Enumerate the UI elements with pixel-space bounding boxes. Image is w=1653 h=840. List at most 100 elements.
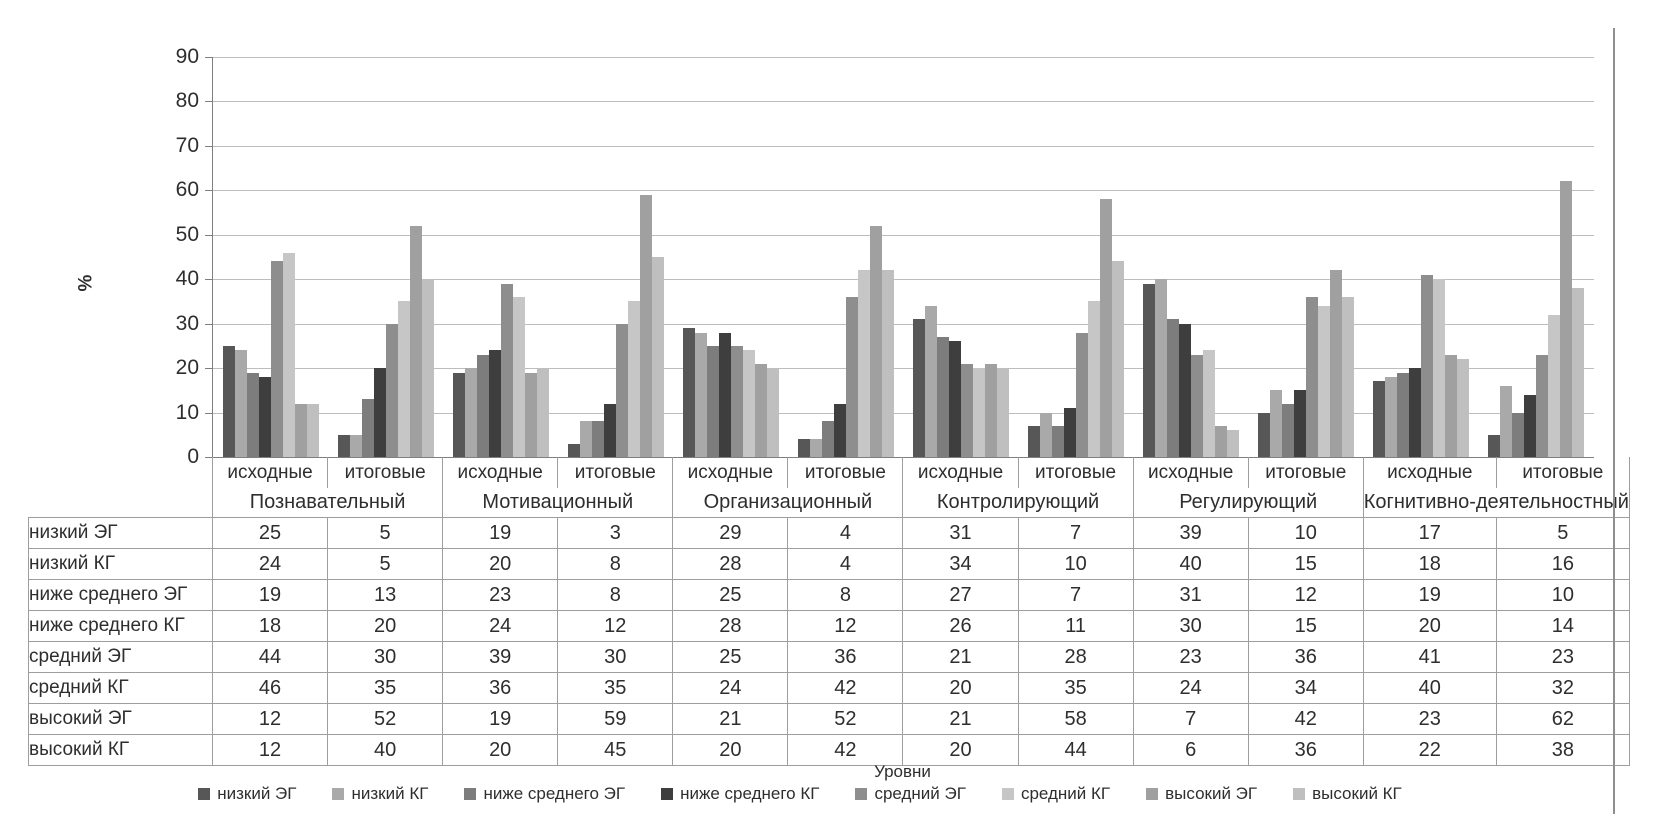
gridline-80: [213, 101, 1594, 103]
legend-swatch-icon: [1293, 788, 1306, 800]
bar-средний ЭГ: [845, 297, 858, 457]
bar-ниже среднего КГ: [1294, 390, 1307, 457]
chart-legend: низкий ЭГ низкий КГ ниже среднего ЭГ ниже с…: [40, 784, 1560, 804]
bar-group-5: [673, 57, 788, 457]
bar-ниже среднего КГ: [603, 403, 616, 457]
table-value: 12: [211, 734, 329, 766]
bar-высокий ЭГ: [869, 225, 882, 457]
table-value: 23: [442, 579, 559, 611]
bar-ниже среднего КГ: [258, 377, 271, 457]
table-value: 16: [1495, 548, 1630, 580]
bar-group-9: [1134, 57, 1249, 457]
bar-средний ЭГ: [961, 363, 974, 457]
table-value: 21: [672, 703, 789, 735]
table-value: 36: [1247, 734, 1364, 766]
table-value: 58: [1017, 703, 1134, 735]
bar-средний КГ: [627, 301, 640, 457]
bar-средний КГ: [1088, 301, 1101, 457]
legend-swatch-icon: [661, 788, 674, 800]
table-value: 32: [1495, 672, 1630, 704]
legend-item: низкий КГ: [332, 784, 428, 804]
table-value: 7: [1017, 517, 1134, 549]
legend-label: высокий КГ: [1312, 784, 1402, 803]
bar-низкий ЭГ: [1488, 434, 1501, 457]
bar-средний КГ: [397, 301, 410, 457]
table-value: 59: [557, 703, 674, 735]
bar-group-7: [904, 57, 1019, 457]
table-value: 40: [1362, 672, 1497, 704]
bar-средний КГ: [1318, 305, 1331, 457]
bar-ниже среднего ЭГ: [937, 337, 950, 457]
bar-высокий КГ: [1457, 359, 1470, 457]
table-value: 29: [672, 517, 789, 549]
bar-высокий ЭГ: [985, 363, 998, 457]
category-label: Когнитивно-деятельностный: [1362, 488, 1630, 518]
table-value: 28: [1017, 641, 1134, 673]
table-value: 24: [1132, 672, 1249, 704]
bar-ниже среднего КГ: [1179, 323, 1192, 457]
table-row: низкий ЭГ 25 5 19 3 29 4 31 7 39 10 17 5: [28, 517, 1630, 549]
table-value: 19: [442, 703, 559, 735]
x-axis-title: Уровни: [874, 762, 931, 781]
bar-высокий ЭГ: [409, 225, 422, 457]
table-value: 20: [902, 672, 1019, 704]
table-value: 8: [557, 548, 674, 580]
table-value: 20: [327, 610, 444, 642]
category-label: Мотивационный: [442, 488, 674, 518]
x-tick-label: итоговые: [1247, 457, 1364, 488]
row-label: низкий КГ: [28, 548, 213, 580]
table-value: 8: [787, 579, 904, 611]
table-value: 12: [557, 610, 674, 642]
row-label: высокий КГ: [28, 734, 213, 766]
y-tick: [205, 101, 212, 103]
table-value: 11: [1017, 610, 1134, 642]
x-tick-label: итоговые: [1495, 457, 1630, 488]
legend-label: ниже среднего ЭГ: [483, 784, 626, 803]
data-table: исходные итоговые исходные итоговые исходные…: [28, 457, 1630, 766]
bar-group-6: [788, 57, 903, 457]
legend-swatch-icon: [464, 788, 477, 800]
table-value: 20: [672, 734, 789, 766]
legend-item: высокий КГ: [1293, 784, 1402, 804]
bar-низкий КГ: [1040, 412, 1053, 457]
x-tick-label: итоговые: [327, 457, 444, 488]
y-axis-label: 20: [175, 356, 199, 380]
y-axis-label: 80: [175, 89, 199, 113]
gridline-60: [213, 190, 1594, 192]
bar-ниже среднего КГ: [1064, 408, 1077, 457]
table-value: 5: [327, 548, 444, 580]
table-value: 40: [1132, 548, 1249, 580]
table-value: 30: [557, 641, 674, 673]
table-value: 19: [442, 517, 559, 549]
table-value: 20: [442, 734, 559, 766]
bar-средний КГ: [973, 368, 986, 457]
legend-swatch-icon: [855, 788, 868, 800]
x-tick-label: исходные: [902, 457, 1019, 488]
table-value: 30: [327, 641, 444, 673]
legend-label: низкий ЭГ: [217, 784, 297, 803]
table-value: 5: [1495, 517, 1630, 549]
table-value: 12: [1247, 579, 1364, 611]
bar-высокий КГ: [306, 403, 319, 457]
table-value: 42: [1247, 703, 1364, 735]
table-value: 3: [557, 517, 674, 549]
category-label: Контролирующий: [902, 488, 1134, 518]
y-tick: [205, 234, 212, 236]
table-value: 39: [442, 641, 559, 673]
bar-высокий ЭГ: [1100, 199, 1113, 457]
table-value: 10: [1495, 579, 1630, 611]
table-value: 35: [557, 672, 674, 704]
bar-высокий ЭГ: [1330, 270, 1343, 457]
x-tick-label: итоговые: [1017, 457, 1134, 488]
bar-низкий КГ: [1270, 390, 1283, 457]
legend-item: ниже среднего ЭГ: [464, 784, 625, 804]
table-value: 15: [1247, 610, 1364, 642]
bar-ниже среднего КГ: [488, 350, 501, 457]
bar-низкий ЭГ: [1028, 425, 1041, 457]
row-label: ниже среднего КГ: [28, 610, 213, 642]
y-axis-label: 60: [175, 178, 199, 202]
table-value: 24: [442, 610, 559, 642]
table-value: 25: [672, 641, 789, 673]
y-tick: [205, 145, 212, 147]
bar-средний ЭГ: [1421, 274, 1434, 457]
